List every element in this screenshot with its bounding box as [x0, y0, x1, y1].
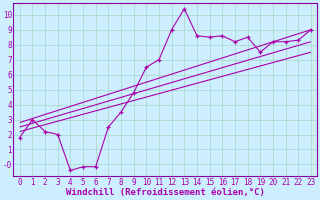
X-axis label: Windchill (Refroidissement éolien,°C): Windchill (Refroidissement éolien,°C) [66, 188, 265, 197]
